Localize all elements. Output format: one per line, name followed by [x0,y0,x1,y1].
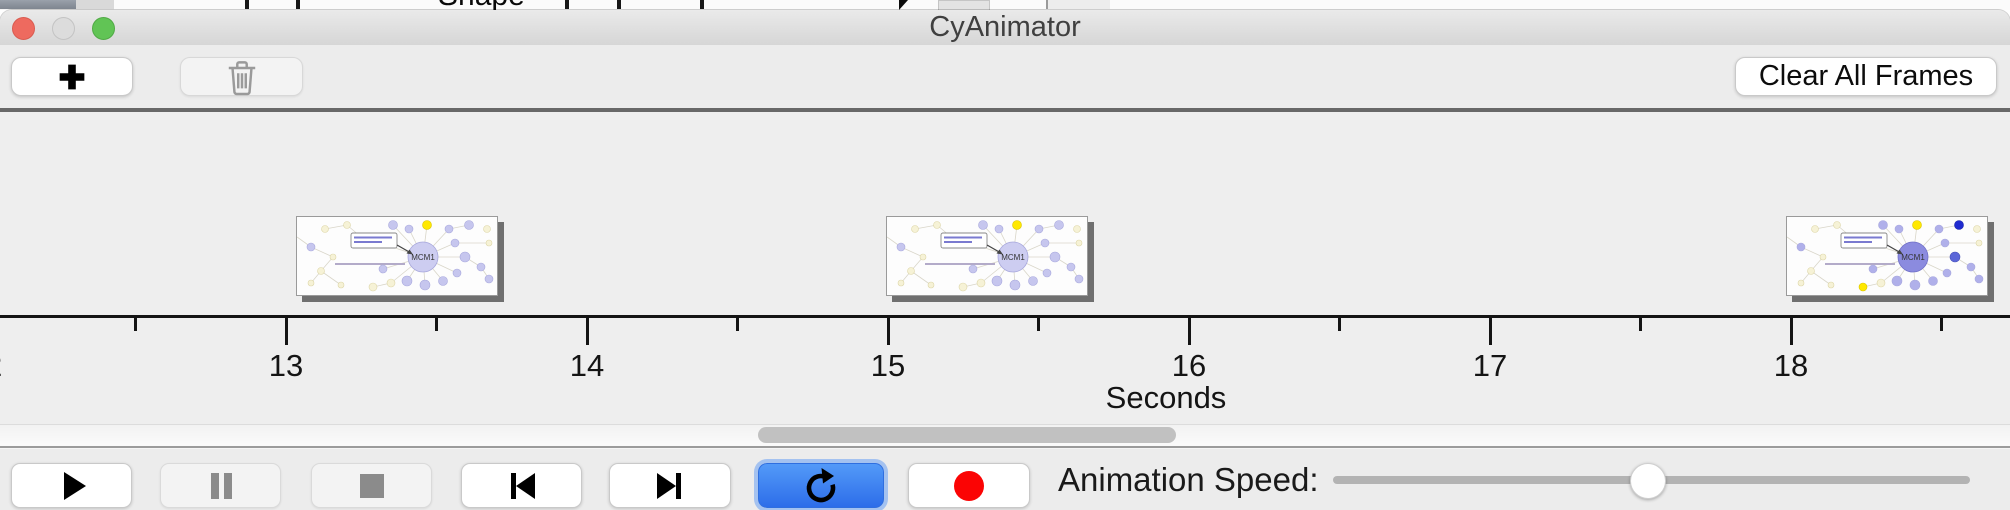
stop-button[interactable] [311,463,432,508]
play-button[interactable] [11,463,132,508]
background-partial-label: Shape [438,0,558,12]
add-frame-button[interactable] [11,57,133,96]
background-divider [565,0,569,9]
svg-text:MCM1: MCM1 [1001,253,1025,262]
major-tick [887,318,890,345]
background-divider [296,0,300,9]
major-tick [1790,318,1793,345]
minor-tick [1940,318,1943,331]
network-preview: MCM1 [887,220,1084,292]
clear-all-frames-button[interactable]: Clear All Frames [1735,57,1997,96]
keyframe-thumbnail[interactable]: MCM1 [296,216,498,296]
major-tick [1489,318,1492,345]
network-preview: MCM1 [1787,220,1984,292]
pause-icon [210,472,232,499]
delete-frame-button[interactable] [180,57,303,96]
skip-to-start-button[interactable] [461,463,582,508]
background-fragment [76,0,114,9]
tick-label: 14 [569,348,605,383]
keyframe-thumbnail[interactable]: MCM1 [886,216,1088,296]
record-button[interactable] [908,463,1030,508]
slider-thumb[interactable] [1630,463,1666,499]
tick-label: 16 [1171,348,1207,383]
svg-text:MCM1: MCM1 [411,253,435,262]
background-window-strip: Shape [0,0,2010,12]
timeline[interactable]: MCM1 [0,112,2010,455]
tick-label: 17 [1472,348,1508,383]
time-axis [0,315,2010,318]
minor-tick [134,318,137,331]
tick-label: 15 [870,348,906,383]
major-tick [586,318,589,345]
background-button-fragment [1046,0,1110,9]
animation-speed-label: Animation Speed: [1058,461,1319,498]
close-button[interactable] [12,16,35,40]
background-divider [700,0,704,9]
zoom-button[interactable] [92,16,115,40]
loop-icon [806,467,836,502]
minor-tick [1338,318,1341,331]
trash-icon [228,60,255,95]
background-divider [245,0,249,9]
major-tick [1188,318,1191,345]
play-icon [63,471,86,500]
axis-label: Seconds [1105,380,1227,415]
toolbar-separator [0,108,2010,112]
minor-tick [736,318,739,331]
traffic-lights [12,16,115,40]
window-title: CyAnimator [929,11,1081,43]
pause-button[interactable] [160,463,281,508]
timeline-scrollbar[interactable] [0,424,2010,447]
tick-label: 18 [1773,348,1809,383]
plus-icon [59,64,85,89]
skip-end-icon [657,472,681,499]
minimize-button[interactable] [52,16,75,40]
stop-icon [359,473,384,498]
background-divider [617,0,621,9]
major-tick [285,318,288,345]
minor-tick [435,318,438,331]
cyanimator-window: CyAnimator [0,10,2010,510]
minor-tick [1639,318,1642,331]
network-preview: MCM1 [297,220,494,292]
minor-tick [1037,318,1040,331]
animation-speed-slider[interactable] [1333,449,1970,510]
keyframe-thumbnail[interactable]: MCM1 [1786,216,1988,296]
playback-controls: Animation Speed: [0,448,2010,510]
dropdown-arrow-icon [899,0,908,10]
background-toolbar-fragment [0,0,76,9]
scrollbar-thumb[interactable] [758,427,1176,443]
tick-label: 12 [0,348,30,384]
tick-label: 13 [268,348,304,383]
skip-to-end-button[interactable] [609,463,731,508]
skip-start-icon [510,472,535,499]
loop-button[interactable] [758,463,884,508]
record-icon [954,470,984,501]
frame-toolbar: Clear All Frames [0,45,2010,108]
svg-text:MCM1: MCM1 [1901,253,1925,262]
titlebar[interactable]: CyAnimator [0,10,2010,46]
